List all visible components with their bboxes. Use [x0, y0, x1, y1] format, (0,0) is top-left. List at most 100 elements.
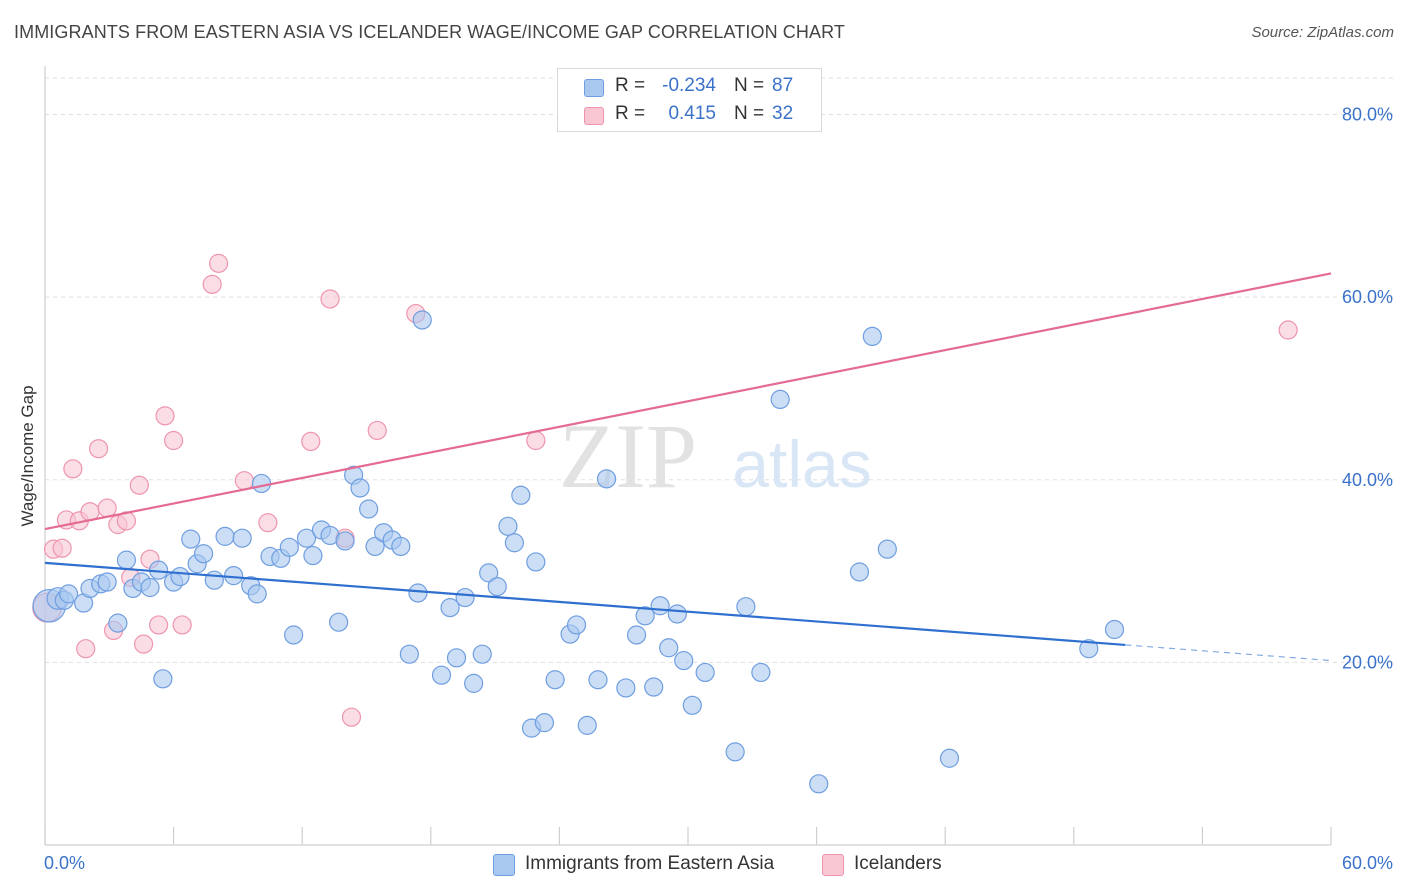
series-legend: Immigrants from Eastern Asia Icelanders — [0, 852, 1406, 878]
eastern-asia-point — [534, 713, 554, 733]
eastern-asia-point — [545, 670, 565, 690]
eastern-asia-point — [296, 528, 317, 548]
eastern-asia-point — [1079, 639, 1099, 659]
eastern-asia-trend-line — [44, 561, 1126, 647]
eastern-asia-points — [32, 310, 1125, 794]
eastern-asia-point — [695, 662, 715, 683]
eastern-asia-point — [431, 665, 452, 685]
icelanders-point — [202, 274, 222, 294]
eastern-asia-point — [736, 597, 756, 617]
eastern-asia-point — [329, 612, 349, 632]
eastern-asia-point — [674, 650, 694, 671]
axes — [44, 66, 1332, 846]
eastern-asia-point — [194, 544, 214, 564]
eastern-asia-point — [58, 584, 79, 604]
icelanders-point — [76, 639, 96, 659]
legend-row-icelanders: R = 0.415 N = 32 — [558, 101, 821, 129]
series-legend-label: Icelanders — [854, 853, 942, 874]
eastern-asia-point — [284, 625, 304, 645]
eastern-asia-point — [626, 625, 647, 645]
x-tick-label: 0.0% — [44, 853, 85, 873]
tick-labels: 20.0% 40.0% 60.0% 80.0% 0.0% 60.0% — [44, 105, 1393, 873]
correlation-legend: R = -0.234 N = 87 R = 0.415 N = 32 — [557, 68, 822, 132]
eastern-asia-point — [566, 615, 587, 635]
eastern-asia-point — [170, 566, 190, 587]
icelanders-point — [258, 513, 278, 533]
icelanders-point — [209, 253, 229, 273]
eastern-asia-point — [279, 537, 299, 557]
legend-n-label: N = — [734, 75, 765, 96]
eastern-asia-point — [335, 531, 355, 551]
icelanders-trend-line — [44, 272, 1332, 531]
eastern-asia-point — [504, 533, 524, 553]
chart-source: Source: ZipAtlas.com — [1251, 24, 1394, 41]
icelanders-point — [148, 615, 169, 635]
icelanders-point — [155, 406, 175, 426]
eastern-asia-point — [644, 677, 664, 697]
legend-swatch-blue — [584, 79, 604, 97]
eastern-asia-point — [350, 478, 370, 498]
eastern-asia-point — [472, 644, 492, 664]
eastern-asia-point — [412, 310, 432, 330]
icelanders-point — [367, 420, 387, 441]
chart-title: IMMIGRANTS FROM EASTERN ASIA VS ICELANDE… — [14, 22, 845, 42]
eastern-asia-point — [359, 499, 379, 519]
eastern-asia-point — [153, 669, 173, 689]
icelanders-point — [52, 538, 72, 558]
x-tick-label: 60.0% — [1342, 853, 1393, 873]
icelanders-point — [164, 430, 184, 451]
y-tick-label: 40.0% — [1342, 470, 1393, 490]
icelanders-point — [1278, 320, 1298, 340]
eastern-asia-point — [479, 563, 499, 583]
eastern-asia-point — [408, 583, 428, 603]
eastern-asia-point — [616, 678, 636, 698]
eastern-asia-point — [667, 604, 687, 624]
legend-row-eastern-asia: R = -0.234 N = 87 — [558, 73, 821, 101]
eastern-asia-point — [526, 552, 546, 572]
legend-n-value: 87 — [772, 75, 794, 96]
icelanders-point — [301, 431, 321, 452]
eastern-asia-point — [232, 528, 252, 548]
eastern-asia-point — [939, 748, 960, 768]
icelanders-point — [341, 707, 362, 727]
eastern-asia-point — [849, 562, 870, 582]
y-tick-label: 60.0% — [1342, 287, 1393, 307]
legend-n-value: 32 — [772, 103, 794, 124]
watermark: ZIP atlas — [559, 405, 872, 507]
y-axis-label: Wage/Income Gap — [18, 385, 37, 526]
watermark-zip: ZIP — [559, 405, 697, 507]
eastern-asia-point — [588, 670, 608, 690]
eastern-asia-point — [455, 587, 475, 608]
legend-r-label: R = — [615, 75, 646, 96]
watermark-atlas: atlas — [732, 427, 871, 501]
y-tick-label: 20.0% — [1342, 652, 1393, 672]
trend-lines — [44, 272, 1332, 662]
eastern-asia-point — [682, 695, 702, 715]
legend-n-label: N = — [734, 103, 765, 124]
eastern-asia-point — [770, 389, 790, 410]
eastern-asia-point — [181, 529, 201, 549]
eastern-asia-point — [635, 606, 655, 626]
eastern-asia-point — [577, 715, 597, 735]
eastern-asia-point — [391, 536, 411, 557]
series-legend-label: Immigrants from Eastern Asia — [525, 853, 775, 874]
y-tick-label: 80.0% — [1342, 105, 1393, 125]
eastern-asia-point — [596, 469, 617, 489]
icelanders-point — [320, 289, 340, 309]
icelanders-point — [133, 634, 154, 654]
legend-swatch-pink — [584, 107, 604, 125]
eastern-asia-point — [204, 570, 224, 590]
eastern-asia-point — [116, 550, 137, 570]
eastern-asia-point — [251, 473, 272, 494]
legend-swatch-blue — [493, 854, 515, 876]
icelanders-point — [88, 439, 109, 459]
eastern-asia-point — [399, 644, 419, 664]
eastern-asia-point — [659, 638, 679, 658]
eastern-asia-point — [247, 584, 267, 604]
eastern-asia-point — [650, 596, 670, 616]
legend-r-value: 0.415 — [668, 103, 716, 124]
eastern-asia-point — [862, 326, 882, 347]
gridlines — [45, 77, 1394, 663]
eastern-asia-point — [877, 539, 897, 559]
